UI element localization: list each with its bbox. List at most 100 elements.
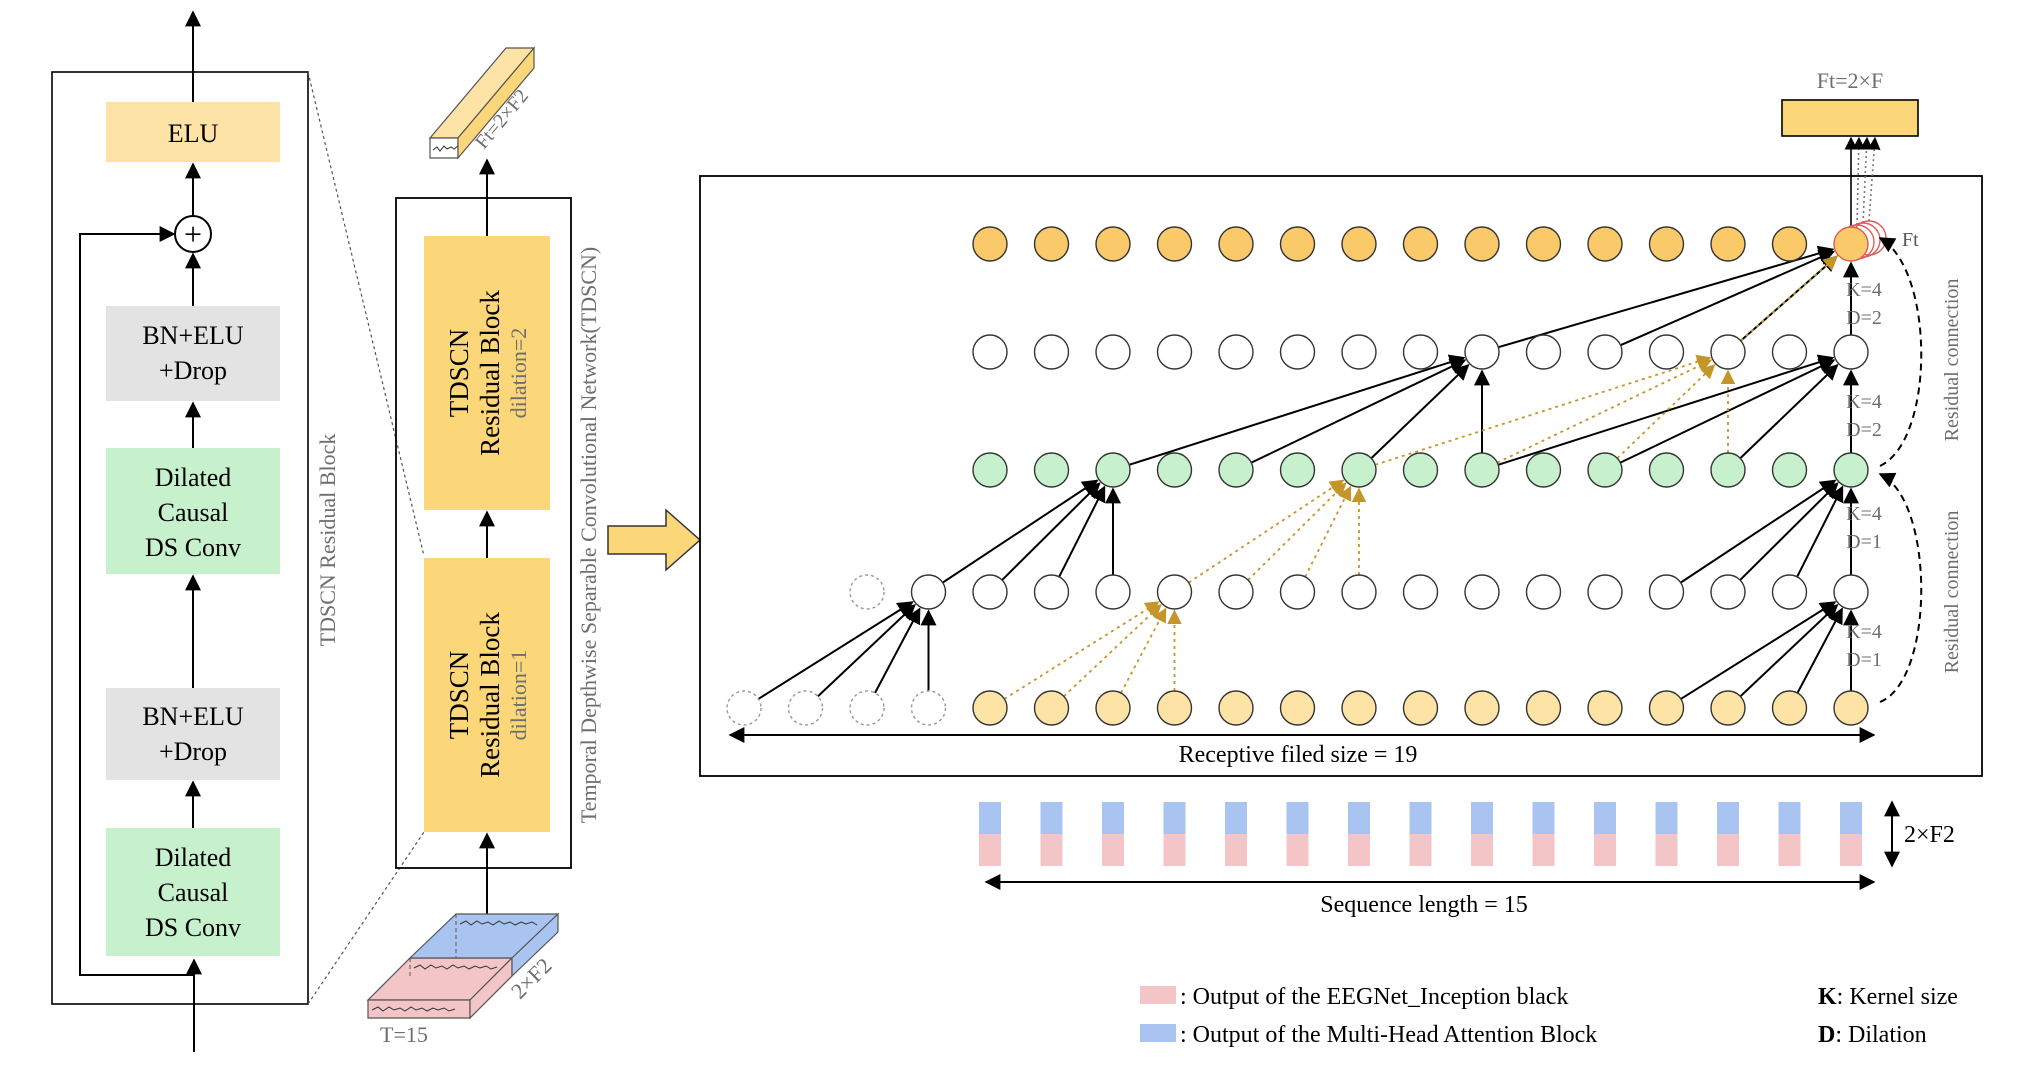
elu-text: ELU	[168, 119, 219, 148]
net-node	[1710, 226, 1746, 262]
net-node	[1279, 690, 1316, 726]
net-node	[972, 452, 1008, 488]
sequence-bar-eegnet	[1225, 834, 1247, 866]
tdscn-side-label: Temporal Depthwise Separable Convolution…	[576, 247, 601, 823]
net-node	[1771, 226, 1808, 262]
net-node	[1156, 334, 1193, 370]
conv-bottom-text-3: DS Conv	[145, 913, 241, 942]
gold-connection	[1120, 607, 1167, 694]
connection	[942, 479, 1099, 584]
net-node	[849, 690, 885, 726]
network-frame	[699, 175, 1983, 777]
tdscn-stack: TDSCN Residual Block dilation=2 TDSCN Re…	[366, 46, 601, 1047]
net-node	[1218, 334, 1254, 370]
tdscn-block1-text-2: Residual Block	[475, 612, 505, 778]
net-node	[1587, 690, 1623, 726]
gold-connection	[1374, 354, 1712, 466]
net-node	[1341, 690, 1377, 726]
bn-top-box	[106, 306, 280, 401]
gold-connection	[1188, 479, 1345, 584]
add-operator-symbol: +	[184, 216, 202, 252]
net-node	[1833, 334, 1869, 370]
net-node	[1279, 574, 1316, 610]
net-node	[1095, 226, 1131, 262]
output-feature-label: Ft=2×F	[1817, 68, 1883, 93]
sequence-bar-eegnet	[1532, 834, 1555, 866]
residual-block-detail: Dilated Causal DS Conv BN+ELU +Drop Dila…	[51, 10, 340, 1052]
sequence-bar-attention	[1655, 802, 1678, 834]
net-node	[1033, 226, 1070, 262]
bn-bottom-box	[106, 688, 280, 780]
legend-blue-swatch	[1140, 1024, 1176, 1042]
net-node	[1156, 574, 1193, 610]
net-node	[1464, 574, 1500, 610]
net-node	[1218, 574, 1254, 610]
net-node	[1771, 690, 1808, 726]
residual-curve-lower	[1878, 472, 1923, 703]
net-node	[787, 690, 824, 726]
net-node	[1771, 574, 1808, 610]
residual-block-frame	[51, 71, 309, 1005]
layer1-d: D=1	[1846, 649, 1882, 671]
net-node	[1218, 452, 1254, 488]
dilated-network: Ft=2×F Ft K=4 D=1 K=4 D=1 K=4 D=2 K=4 D=…	[699, 68, 1983, 777]
sequence-bar-attention	[1532, 802, 1555, 834]
bn-bottom-text-1: BN+ELU	[142, 702, 244, 731]
bn-top-text-1: BN+ELU	[142, 321, 244, 350]
sequence-bars	[979, 802, 1862, 866]
connection	[1680, 601, 1837, 700]
net-node	[1648, 574, 1685, 610]
conv-bottom-text-2: Causal	[158, 878, 229, 907]
net-node	[1710, 452, 1746, 488]
net-node	[1710, 334, 1746, 370]
connection	[1796, 485, 1844, 578]
net-node	[1279, 226, 1316, 262]
net-node	[1525, 334, 1562, 370]
net-node	[1525, 452, 1562, 488]
net-node	[972, 334, 1008, 370]
tdscn-block-dilation-2	[424, 236, 550, 510]
tdscn-block-dilation-1	[424, 558, 550, 832]
net-node	[972, 690, 1008, 726]
residual-curve-upper	[1878, 237, 1923, 467]
sequence-bar-attention	[1225, 802, 1247, 834]
sequence-bar-attention	[979, 802, 1001, 834]
tdscn-block2-text-2: Residual Block	[475, 290, 505, 456]
connection	[1619, 359, 1836, 464]
net-node	[1525, 690, 1562, 726]
connection	[1128, 354, 1466, 466]
sequence-bar-attention	[1163, 802, 1186, 834]
gold-connection	[1304, 485, 1352, 578]
sequence-bar-eegnet	[1471, 834, 1493, 866]
zoom-line-top	[307, 71, 425, 557]
legend: : Output of the EEGNet_Inception black :…	[1140, 984, 1958, 1048]
net-node	[1525, 226, 1562, 262]
sequence-bar-eegnet	[979, 834, 1001, 866]
net-node	[910, 690, 947, 726]
net-node	[1279, 452, 1316, 488]
net-node	[1648, 226, 1685, 262]
legend-pink-text: : Output of the EEGNet_Inception black	[1180, 984, 1569, 1010]
layer3-k: K=4	[1846, 391, 1882, 413]
sequence-bar-eegnet	[1102, 834, 1124, 866]
layer1-k: K=4	[1846, 621, 1882, 643]
connection	[874, 607, 921, 694]
sequence-bar-eegnet	[1655, 834, 1678, 866]
net-node	[1464, 226, 1500, 262]
sequence-bar-eegnet	[1348, 834, 1370, 866]
net-node	[1402, 452, 1439, 488]
connection	[1796, 607, 1843, 694]
sequence-bar-attention	[1717, 802, 1739, 834]
output-feature-box	[1781, 99, 1919, 137]
zoom-line-bottom	[307, 831, 425, 1005]
sequence-length-label: Sequence length = 15	[1320, 892, 1527, 918]
gold-connection	[1496, 359, 1713, 464]
connection	[1739, 364, 1839, 459]
transition-arrow	[607, 508, 702, 572]
tdscn-block1-dilation: dilation=1	[506, 650, 531, 741]
connection	[1001, 482, 1101, 581]
conv-top-text-2: Causal	[158, 498, 229, 527]
net-node	[972, 226, 1008, 262]
net-node	[1771, 334, 1808, 370]
net-node	[1033, 452, 1070, 488]
